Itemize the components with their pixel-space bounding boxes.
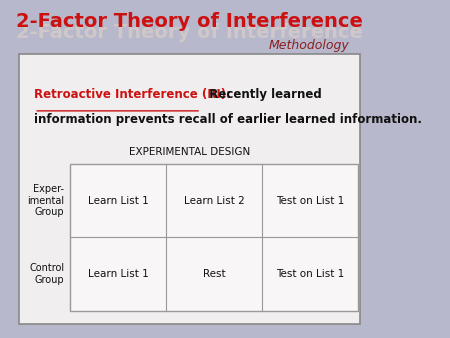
- Text: 2-Factor Theory of Interference: 2-Factor Theory of Interference: [16, 23, 363, 42]
- Text: Test on List 1: Test on List 1: [276, 269, 345, 279]
- Text: Retroactive Interference (RI):: Retroactive Interference (RI):: [34, 88, 231, 101]
- Text: 2-Factor Theory of Interference: 2-Factor Theory of Interference: [16, 13, 363, 31]
- Text: Exper-
imental
Group: Exper- imental Group: [27, 184, 64, 217]
- FancyBboxPatch shape: [19, 54, 360, 324]
- Text: Learn List 1: Learn List 1: [88, 196, 148, 206]
- Text: Learn List 1: Learn List 1: [88, 269, 148, 279]
- Text: Test on List 1: Test on List 1: [276, 196, 345, 206]
- Text: Phase 1: Phase 1: [80, 169, 121, 179]
- Bar: [70, 164, 359, 311]
- Text: Recently learned: Recently learned: [201, 88, 322, 101]
- Text: Phase 3: Phase 3: [270, 169, 310, 179]
- Text: information prevents recall of earlier learned information.: information prevents recall of earlier l…: [34, 113, 422, 126]
- Text: Control
Group: Control Group: [29, 263, 64, 285]
- Text: Methodology: Methodology: [268, 39, 349, 52]
- Text: Learn List 2: Learn List 2: [184, 196, 245, 206]
- Text: Phase 2: Phase 2: [175, 169, 216, 179]
- Text: EXPERIMENTAL DESIGN: EXPERIMENTAL DESIGN: [129, 147, 250, 157]
- Text: Rest: Rest: [203, 269, 225, 279]
